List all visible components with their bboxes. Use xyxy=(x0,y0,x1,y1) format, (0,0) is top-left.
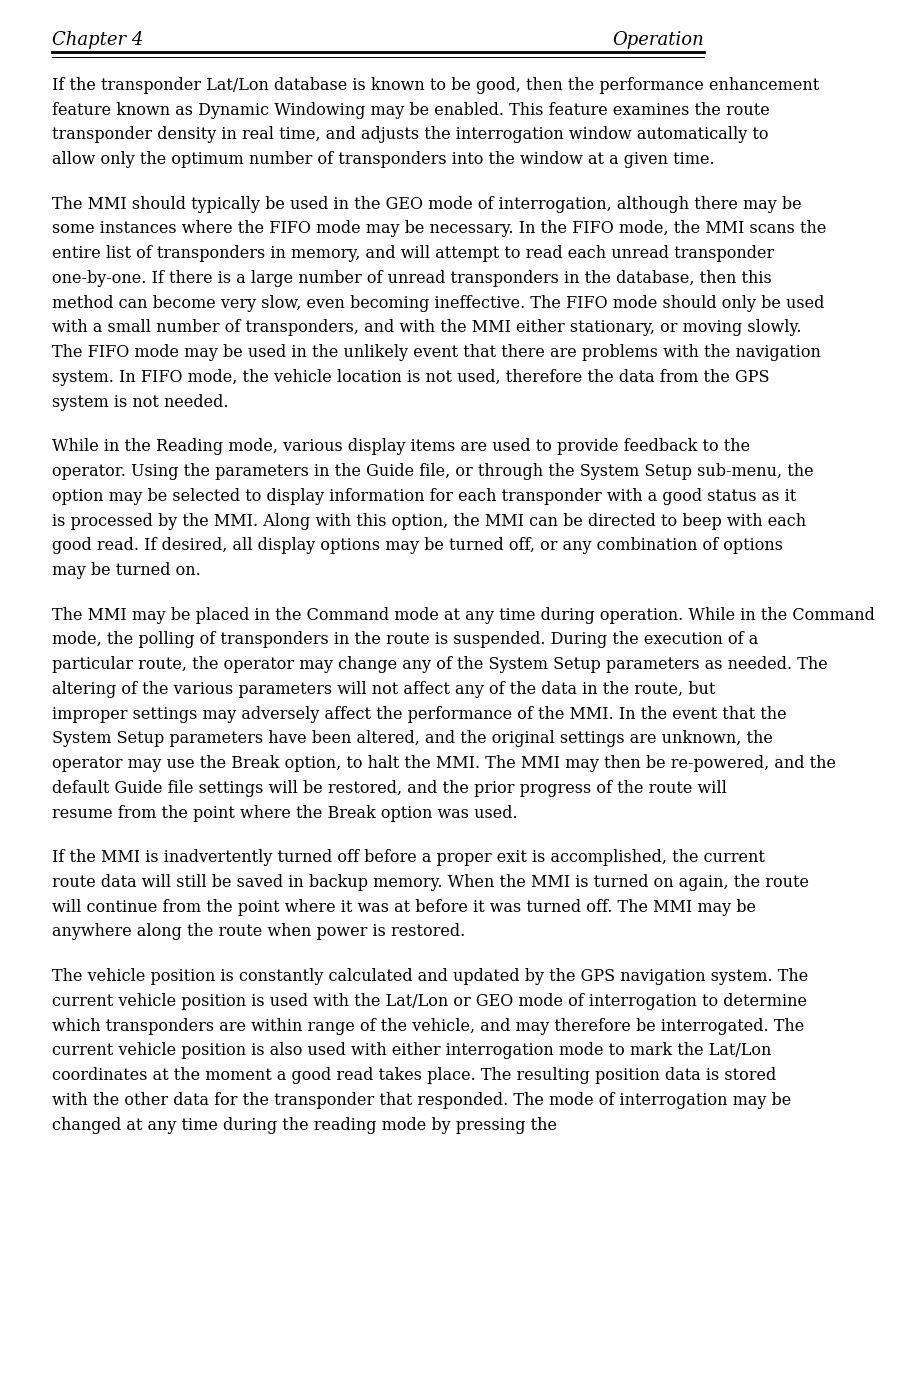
Text: altering of the various parameters will not affect any of the data in the route,: altering of the various parameters will … xyxy=(52,681,716,698)
Text: system is not needed.: system is not needed. xyxy=(52,394,229,410)
Text: The vehicle position is constantly calculated and updated by the GPS navigation : The vehicle position is constantly calcu… xyxy=(52,967,808,986)
Text: The MMI may be placed in the Command mode at any time during operation. While in: The MMI may be placed in the Command mod… xyxy=(52,607,875,624)
Text: system. In FIFO mode, the vehicle location is not used, therefore the data from : system. In FIFO mode, the vehicle locati… xyxy=(52,369,770,385)
Text: The MMI should typically be used in the GEO mode of interrogation, although ther: The MMI should typically be used in the … xyxy=(52,195,802,212)
Text: Operation: Operation xyxy=(612,31,704,49)
Text: Chapter 4: Chapter 4 xyxy=(52,31,143,49)
Text: particular route, the operator may change any of the System Setup parameters as : particular route, the operator may chang… xyxy=(52,656,828,673)
Text: with a small number of transponders, and with the MMI either stationary, or movi: with a small number of transponders, and… xyxy=(52,320,802,336)
Text: good read. If desired, all display options may be turned off, or any combination: good read. If desired, all display optio… xyxy=(52,537,783,554)
Text: current vehicle position is also used with either interrogation mode to mark the: current vehicle position is also used wi… xyxy=(52,1043,771,1060)
Text: method can become very slow, even becoming ineffective. The FIFO mode should onl: method can become very slow, even becomi… xyxy=(52,295,824,311)
Text: will continue from the point where it was at before it was turned off. The MMI m: will continue from the point where it wa… xyxy=(52,899,756,916)
Text: improper settings may adversely affect the performance of the MMI. In the event : improper settings may adversely affect t… xyxy=(52,705,787,723)
Text: is processed by the MMI. Along with this option, the MMI can be directed to beep: is processed by the MMI. Along with this… xyxy=(52,512,806,529)
Text: some instances where the FIFO mode may be necessary. In the FIFO mode, the MMI s: some instances where the FIFO mode may b… xyxy=(52,221,826,237)
Text: current vehicle position is used with the Lat/Lon or GEO mode of interrogation t: current vehicle position is used with th… xyxy=(52,993,807,1009)
Text: with the other data for the transponder that responded. The mode of interrogatio: with the other data for the transponder … xyxy=(52,1092,791,1108)
Text: mode, the polling of transponders in the route is suspended. During the executio: mode, the polling of transponders in the… xyxy=(52,631,759,648)
Text: which transponders are within range of the vehicle, and may therefore be interro: which transponders are within range of t… xyxy=(52,1018,805,1034)
Text: one-by-one. If there is a large number of unread transponders in the database, t: one-by-one. If there is a large number o… xyxy=(52,269,772,288)
Text: coordinates at the moment a good read takes place. The resulting position data i: coordinates at the moment a good read ta… xyxy=(52,1067,777,1085)
Text: entire list of transponders in memory, and will attempt to read each unread tran: entire list of transponders in memory, a… xyxy=(52,246,774,262)
Text: While in the Reading mode, various display items are used to provide feedback to: While in the Reading mode, various displ… xyxy=(52,438,751,455)
Text: route data will still be saved in backup memory. When the MMI is turned on again: route data will still be saved in backup… xyxy=(52,874,809,891)
Text: allow only the optimum number of transponders into the window at a given time.: allow only the optimum number of transpo… xyxy=(52,151,715,168)
Text: default Guide file settings will be restored, and the prior progress of the rout: default Guide file settings will be rest… xyxy=(52,780,727,797)
Text: If the MMI is inadvertently turned off before a proper exit is accomplished, the: If the MMI is inadvertently turned off b… xyxy=(52,849,765,866)
Text: may be turned on.: may be turned on. xyxy=(52,563,201,579)
Text: transponder density in real time, and adjusts the interrogation window automatic: transponder density in real time, and ad… xyxy=(52,126,769,144)
Text: System Setup parameters have been altered, and the original settings are unknown: System Setup parameters have been altere… xyxy=(52,730,773,747)
Text: If the transponder Lat/Lon database is known to be good, then the performance en: If the transponder Lat/Lon database is k… xyxy=(52,77,819,94)
Text: operator. Using the parameters in the Guide file, or through the System Setup su: operator. Using the parameters in the Gu… xyxy=(52,463,814,480)
Text: anywhere along the route when power is restored.: anywhere along the route when power is r… xyxy=(52,924,465,941)
Text: feature known as Dynamic Windowing may be enabled. This feature examines the rou: feature known as Dynamic Windowing may b… xyxy=(52,102,770,119)
Text: option may be selected to display information for each transponder with a good s: option may be selected to display inform… xyxy=(52,487,796,505)
Text: changed at any time during the reading mode by pressing the: changed at any time during the reading m… xyxy=(52,1117,557,1134)
Text: resume from the point where the Break option was used.: resume from the point where the Break op… xyxy=(52,804,517,822)
Text: The FIFO mode may be used in the unlikely event that there are problems with the: The FIFO mode may be used in the unlikel… xyxy=(52,345,821,362)
Text: operator may use the Break option, to halt the MMI. The MMI may then be re-power: operator may use the Break option, to ha… xyxy=(52,755,836,772)
